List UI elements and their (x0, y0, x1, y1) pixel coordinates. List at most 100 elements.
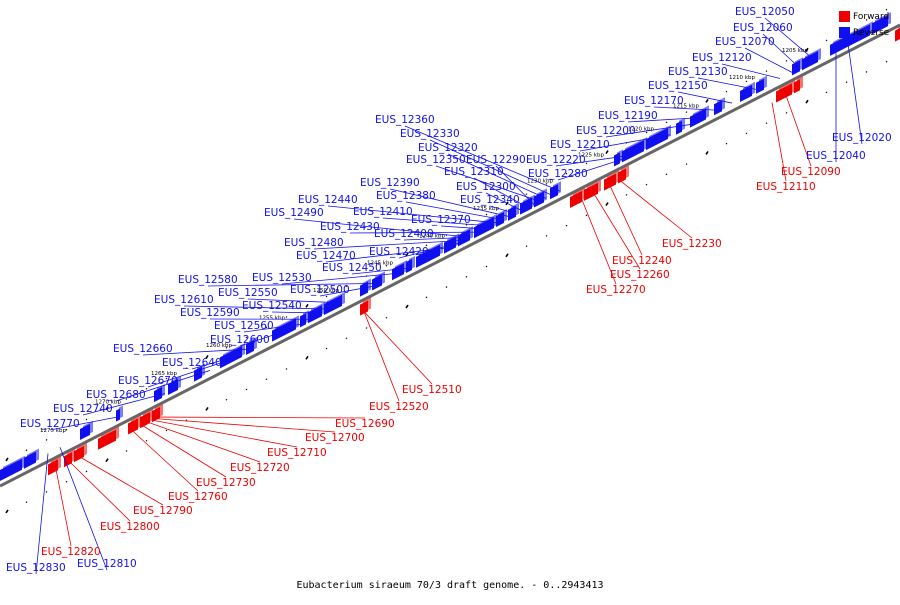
reverse-gene-label[interactable]: EUS_12540 (242, 300, 302, 312)
reverse-gene-label[interactable]: EUS_12060 (733, 22, 793, 34)
coordinate-dot (826, 40, 827, 41)
reverse-gene-label[interactable]: EUS_12130 (668, 66, 728, 78)
reverse-gene-label[interactable]: EUS_12070 (715, 36, 775, 48)
legend-reverse-swatch (839, 27, 850, 38)
reverse-gene-label[interactable]: EUS_12050 (735, 6, 795, 18)
reverse-gene[interactable] (756, 76, 767, 94)
reverse-gene-label[interactable]: EUS_12390 (360, 177, 420, 189)
reverse-gene-label[interactable]: EUS_12340 (460, 194, 520, 206)
coordinate-dot (586, 215, 587, 216)
coordinate-dot (306, 304, 308, 307)
coordinate-dot (6, 510, 8, 513)
reverse-gene-label[interactable]: EUS_12470 (296, 250, 356, 262)
reverse-gene-label[interactable]: EUS_12280 (528, 168, 588, 180)
reverse-gene-label[interactable]: EUS_12020 (832, 132, 892, 144)
legend-forward-swatch (839, 11, 850, 22)
coordinate-dot (666, 174, 667, 175)
reverse-gene-label[interactable]: EUS_12440 (298, 194, 358, 206)
coordinate-dot (326, 296, 327, 297)
reverse-gene-label[interactable]: EUS_12550 (218, 287, 278, 299)
coordinate-dot (646, 184, 647, 185)
reverse-gene-label[interactable]: EUS_12810 (77, 558, 137, 570)
forward-gene-label[interactable]: EUS_12510 (402, 384, 462, 396)
coordinate-dot (546, 235, 547, 236)
reverse-gene-label[interactable]: EUS_12370 (411, 214, 471, 226)
reverse-gene[interactable] (614, 149, 623, 166)
reverse-gene-label[interactable]: EUS_12400 (374, 228, 434, 240)
forward-gene-label[interactable]: EUS_12270 (586, 284, 646, 296)
reverse-gene-label[interactable]: EUS_12040 (806, 150, 866, 162)
gene-track[interactable] (0, 12, 900, 481)
reverse-gene-label[interactable]: EUS_12300 (456, 181, 516, 193)
reverse-gene-label[interactable]: EUS_12190 (598, 110, 658, 122)
reverse-gene-label[interactable]: EUS_12600 (210, 334, 270, 346)
reverse-gene[interactable] (116, 406, 123, 422)
forward-gene-label[interactable]: EUS_12710 (267, 447, 327, 459)
reverse-gene-label[interactable]: EUS_12560 (214, 320, 274, 332)
reverse-gene-label[interactable]: EUS_12480 (284, 237, 344, 249)
forward-gene-label[interactable]: EUS_12760 (168, 491, 228, 503)
reverse-gene-label[interactable]: EUS_12770 (20, 418, 80, 430)
reverse-gene-label[interactable]: EUS_12590 (180, 307, 240, 319)
forward-gene-label[interactable]: EUS_12720 (230, 462, 290, 474)
reverse-gene-label[interactable]: EUS_12310 (444, 166, 504, 178)
reverse-gene-label[interactable]: EUS_12170 (624, 95, 684, 107)
reverse-gene-label[interactable]: EUS_12420 (369, 246, 429, 258)
reverse-gene-label[interactable]: EUS_12490 (264, 207, 324, 219)
forward-gene-label[interactable]: EUS_12690 (335, 418, 395, 430)
reverse-gene-label[interactable]: EUS_12290 (466, 154, 526, 166)
legend-reverse-label: Reverse (853, 28, 890, 38)
reverse-gene-label[interactable]: EUS_12680 (86, 389, 146, 401)
forward-gene-label[interactable]: EUS_12260 (610, 269, 670, 281)
reverse-gene-label[interactable]: EUS_12580 (178, 274, 238, 286)
forward-gene-label[interactable]: EUS_12820 (41, 546, 101, 558)
forward-gene-label[interactable]: EUS_12240 (612, 255, 672, 267)
reverse-gene-label[interactable]: EUS_12120 (692, 52, 752, 64)
coordinate-dot (246, 389, 247, 390)
reverse-gene-label[interactable]: EUS_12360 (375, 114, 435, 126)
reverse-gene-label[interactable]: EUS_12430 (320, 221, 380, 233)
coordinate-dot (666, 122, 667, 123)
reverse-gene-label[interactable]: EUS_12830 (6, 562, 66, 574)
reverse-gene-label[interactable]: EUS_12330 (400, 128, 460, 140)
coordinate-dot (286, 317, 287, 318)
reverse-gene-label[interactable]: EUS_12670 (118, 375, 178, 387)
reverse-gene-label[interactable]: EUS_12610 (154, 294, 214, 306)
forward-gene-label[interactable]: EUS_12730 (196, 477, 256, 489)
forward-gene-label[interactable]: EUS_12800 (100, 521, 160, 533)
reverse-gene-label[interactable]: EUS_12530 (252, 272, 312, 284)
reverse-gene-label[interactable]: EUS_12350 (406, 154, 466, 166)
reverse-gene-label[interactable]: EUS_12740 (53, 403, 113, 415)
reverse-gene[interactable] (0, 456, 25, 481)
coordinate-dot (586, 163, 587, 164)
reverse-gene-label[interactable]: EUS_12150 (648, 80, 708, 92)
reverse-gene-label[interactable]: EUS_12200 (576, 125, 636, 137)
forward-gene-label[interactable]: EUS_12520 (369, 401, 429, 413)
reverse-gene-label[interactable]: EUS_12410 (353, 206, 413, 218)
reverse-gene[interactable] (372, 271, 385, 290)
axis-tick-label: 1210 kbp (729, 75, 755, 81)
forward-gene-label[interactable]: EUS_12230 (662, 238, 722, 250)
forward-gene-label[interactable]: EUS_12090 (781, 166, 841, 178)
coordinate-dot (126, 450, 127, 451)
reverse-gene[interactable] (406, 256, 415, 273)
reverse-gene-label[interactable]: EUS_12220 (526, 154, 586, 166)
coordinate-dot (606, 203, 608, 206)
coordinate-dot (426, 297, 427, 298)
forward-gene-label[interactable]: EUS_12790 (133, 505, 193, 517)
coordinate-dot (366, 328, 367, 329)
reverse-gene-label[interactable]: EUS_12500 (290, 284, 350, 296)
reverse-gene-label[interactable]: EUS_12320 (418, 142, 478, 154)
coordinate-dot (266, 379, 267, 380)
reverse-gene-label[interactable]: EUS_12660 (113, 343, 173, 355)
coordinate-dot (46, 491, 47, 492)
forward-gene-leader (158, 417, 365, 418)
reverse-gene-label[interactable]: EUS_12450 (322, 262, 382, 274)
reverse-gene-label[interactable]: EUS_12640 (162, 357, 222, 369)
reverse-gene-label[interactable]: EUS_12380 (376, 190, 436, 202)
forward-gene-label[interactable]: EUS_12700 (305, 432, 365, 444)
forward-gene-label[interactable]: EUS_12110 (756, 181, 816, 193)
reverse-gene-label[interactable]: EUS_12210 (550, 139, 610, 151)
